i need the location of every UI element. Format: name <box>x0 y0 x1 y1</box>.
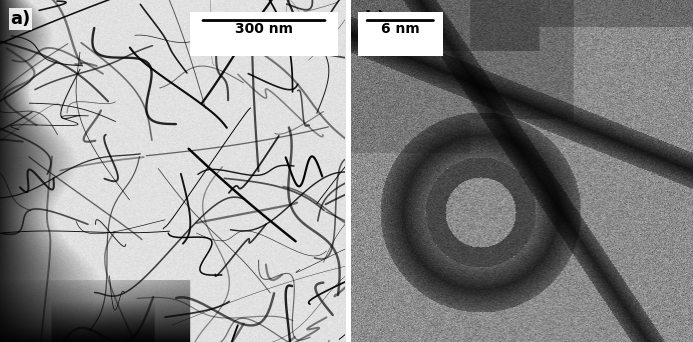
Text: b): b) <box>365 10 385 28</box>
Text: a): a) <box>10 10 30 28</box>
Text: 6 nm: 6 nm <box>381 22 420 36</box>
FancyBboxPatch shape <box>358 12 443 56</box>
Text: 300 nm: 300 nm <box>235 22 293 36</box>
FancyBboxPatch shape <box>190 12 338 56</box>
